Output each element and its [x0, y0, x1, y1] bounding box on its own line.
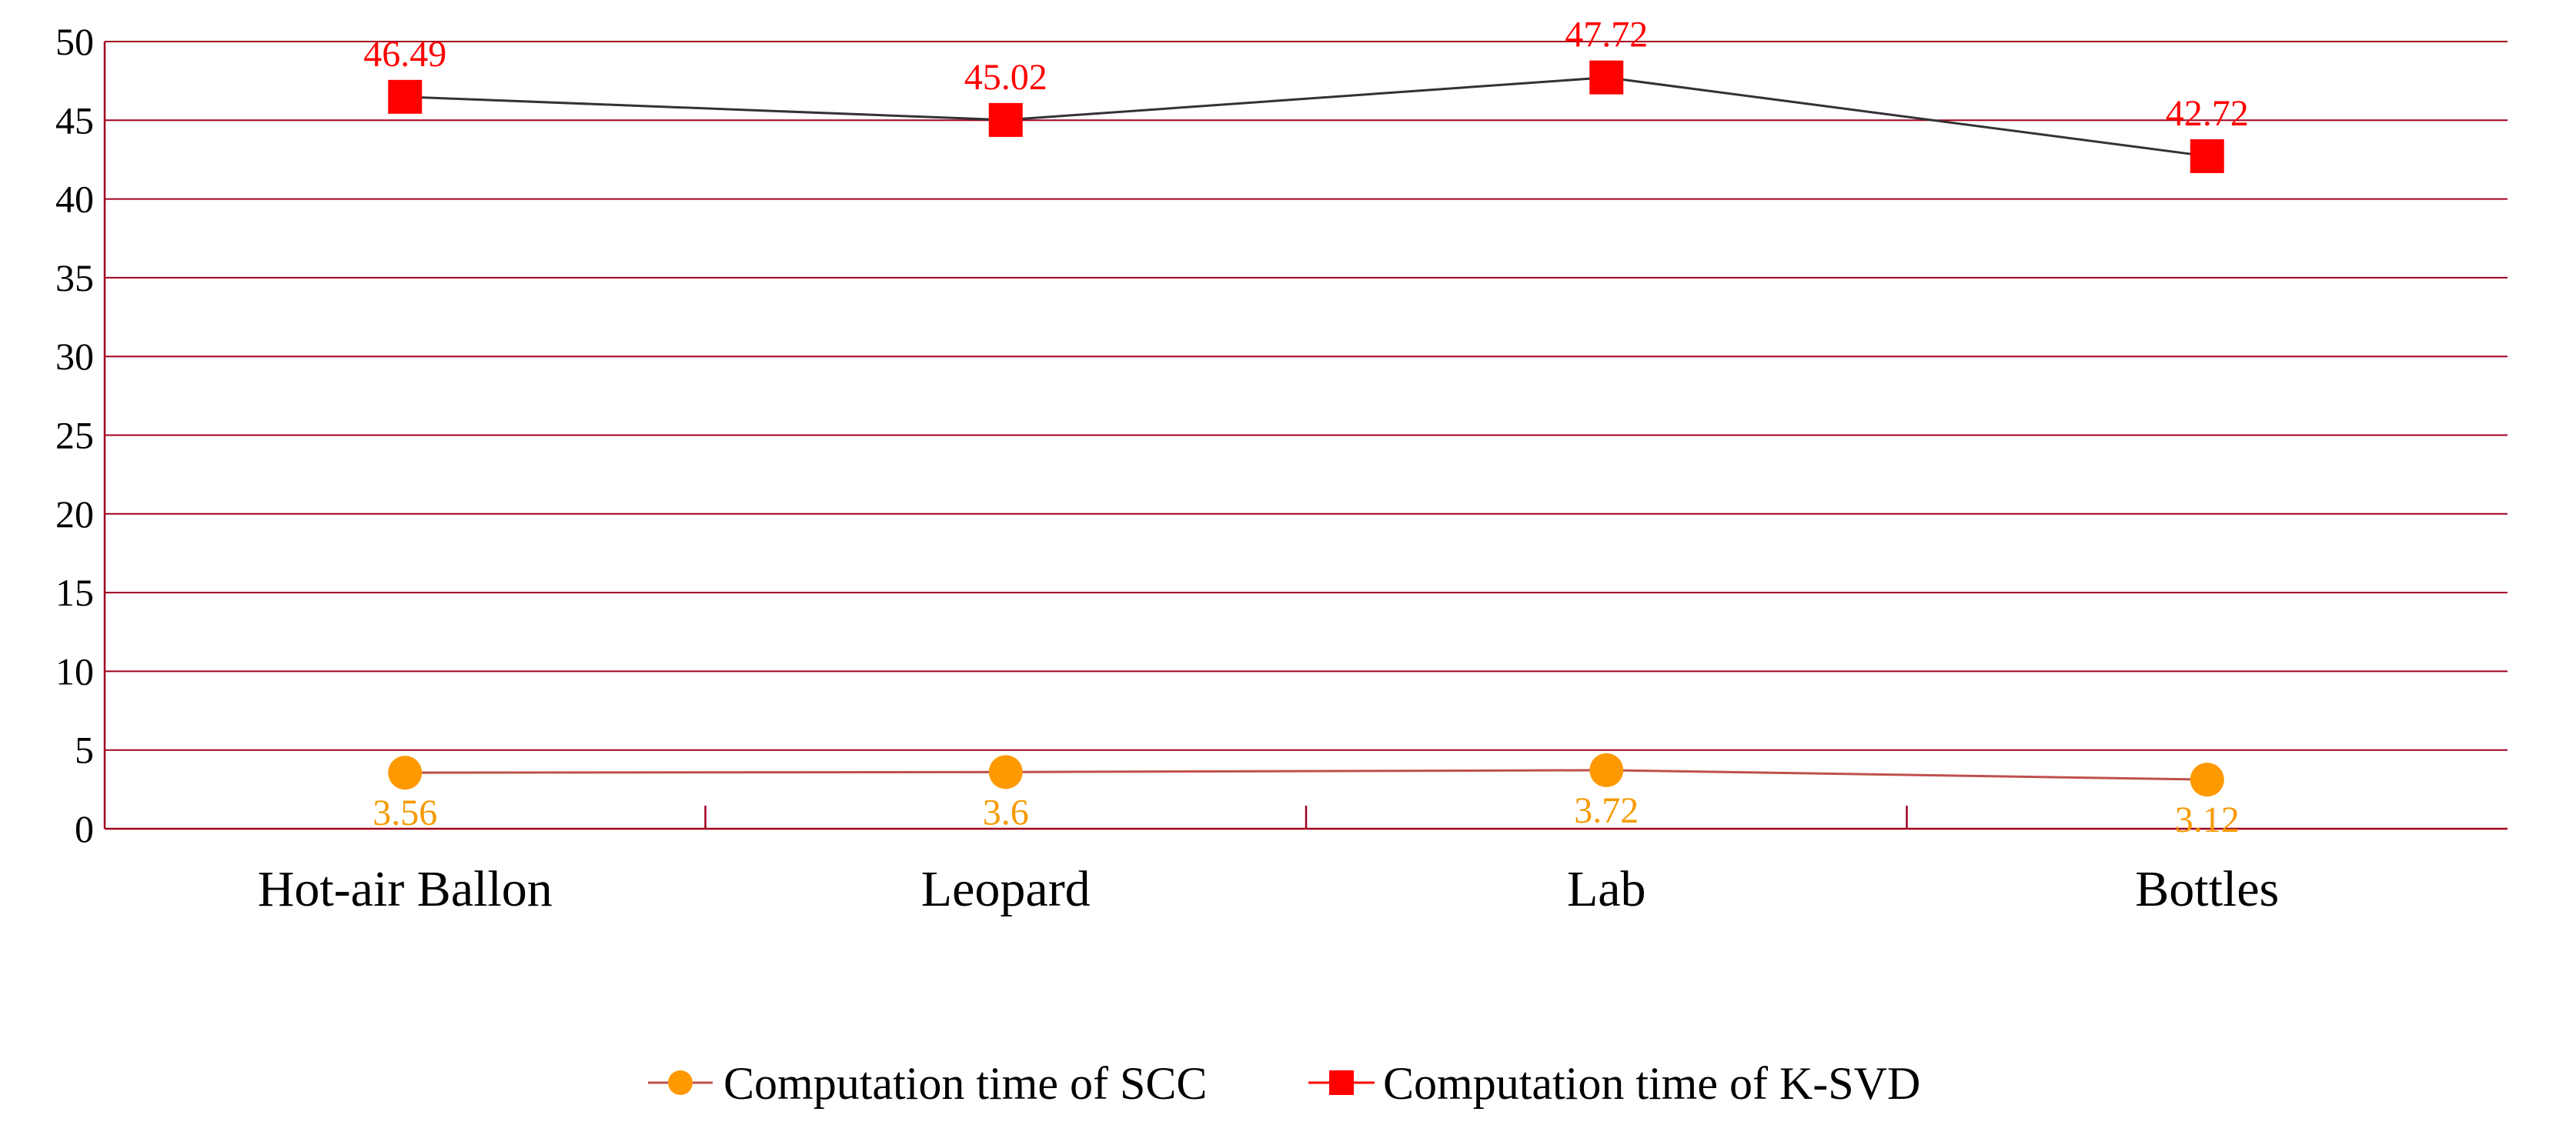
series-ksvd-point-2	[1589, 60, 1624, 95]
series-scc-point-0	[388, 756, 423, 790]
y-tick-label-25: 25	[55, 414, 94, 457]
y-tick-label-35: 35	[55, 256, 94, 299]
series-scc-point-3	[2190, 763, 2224, 797]
series-ksvd-data-label-0: 46.49	[363, 34, 446, 75]
series-ksvd-data-label-2: 47.72	[1565, 15, 1648, 55]
series-scc-point-2	[1589, 753, 1624, 787]
series-scc-data-label-0: 3.56	[373, 793, 437, 833]
axes	[103, 42, 2508, 830]
series: 3.56 3.6 3.72 3.12 46.49 45.02 47.72 42.72	[363, 15, 2249, 841]
x-tick-label-0: Hot-air Ballon	[258, 861, 553, 917]
x-tick-label-1: Leopard	[921, 861, 1091, 917]
y-tick-label-20: 20	[55, 492, 94, 536]
series-scc-point-1	[988, 755, 1023, 790]
y-axis-tick-labels: 0 5 10 15 20 25 30 35 40 45 50	[55, 20, 94, 850]
series-ksvd: 46.49 45.02 47.72 42.72	[363, 15, 2249, 173]
series-ksvd-point-1	[988, 102, 1023, 137]
series-scc-data-label-2: 3.72	[1574, 790, 1639, 831]
series-ksvd-line	[405, 76, 2207, 158]
y-tick-label-45: 45	[55, 98, 94, 142]
y-tick-label-0: 0	[75, 807, 94, 850]
legend-scc-marker	[668, 1070, 693, 1095]
x-tick-label-2: Lab	[1567, 861, 1646, 917]
y-tick-label-10: 10	[55, 649, 94, 693]
x-tick-label-3: Bottles	[2135, 861, 2279, 917]
y-tick-label-15: 15	[55, 571, 94, 614]
legend: Computation time of SCC Computation time…	[648, 1058, 1920, 1109]
y-tick-label-50: 50	[55, 20, 94, 63]
series-scc-line	[405, 769, 2207, 781]
y-tick-label-30: 30	[55, 335, 94, 378]
legend-scc-label: Computation time of SCC	[723, 1058, 1207, 1109]
series-scc: 3.56 3.6 3.72 3.12	[373, 753, 2240, 840]
series-ksvd-data-label-3: 42.72	[2166, 93, 2249, 134]
legend-ksvd-label: Computation time of K-SVD	[1383, 1058, 1920, 1109]
gridlines	[105, 41, 2508, 751]
series-ksvd-point-3	[2190, 139, 2224, 173]
y-tick-label-5: 5	[75, 729, 94, 772]
series-ksvd-point-0	[388, 79, 423, 114]
series-scc-data-label-1: 3.6	[983, 792, 1029, 833]
series-ksvd-data-label-1: 45.02	[964, 57, 1047, 98]
y-tick-label-40: 40	[55, 178, 94, 221]
series-scc-data-label-3: 3.12	[2175, 800, 2240, 840]
x-axis-tick-labels: Hot-air Ballon Leopard Lab Bottles	[258, 861, 2280, 917]
legend-ksvd-marker	[1329, 1070, 1354, 1095]
